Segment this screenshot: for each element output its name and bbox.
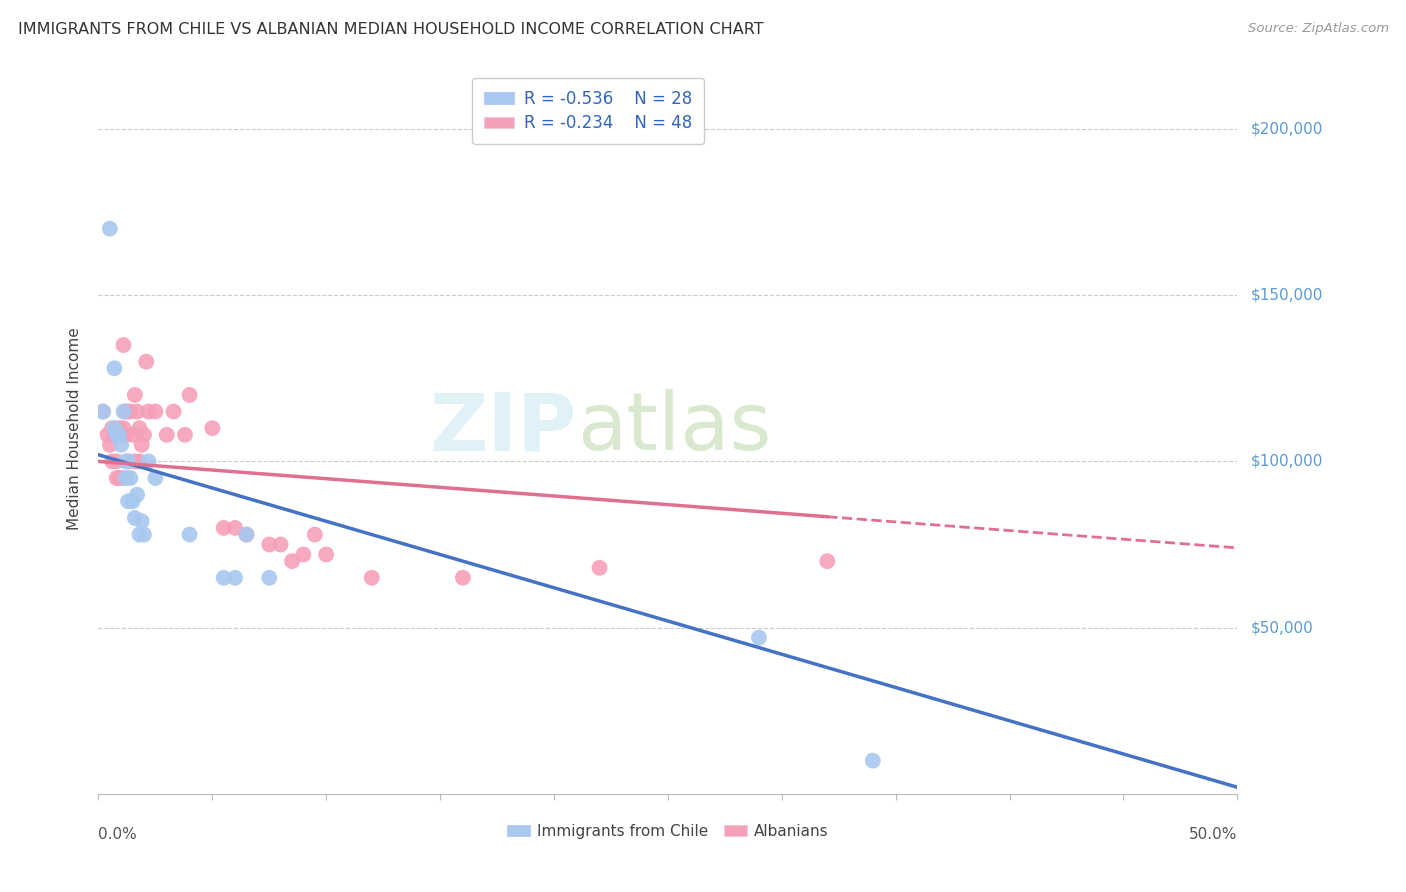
Point (114, 427, 136, 442)
Point (110, 427, 132, 442)
Point (103, 361, 125, 376)
Point (259, 537, 281, 551)
Point (91, 404, 114, 418)
Point (101, 454, 124, 468)
Text: IMMIGRANTS FROM CHILE VS ALBANIAN MEDIAN HOUSEHOLD INCOME CORRELATION CHART: IMMIGRANTS FROM CHILE VS ALBANIAN MEDIAN… (18, 22, 763, 37)
Text: $50,000: $50,000 (1251, 620, 1315, 635)
Point (145, 471, 167, 485)
Point (235, 527, 257, 541)
Point (156, 427, 179, 442)
Point (114, 454, 136, 468)
Point (270, 537, 292, 551)
Point (117, 494, 139, 508)
Point (103, 421, 125, 435)
Point (124, 511, 146, 525)
Point (131, 438, 153, 452)
Text: $100,000: $100,000 (1251, 454, 1323, 469)
Point (304, 527, 326, 541)
Text: 50.0%: 50.0% (1189, 827, 1237, 842)
Point (120, 404, 142, 418)
Point (131, 514, 153, 528)
Point (114, 471, 136, 485)
Point (114, 404, 136, 418)
Point (117, 454, 139, 468)
Point (281, 554, 304, 568)
Point (179, 388, 201, 402)
Point (201, 421, 224, 435)
Point (748, 631, 770, 645)
Text: atlas: atlas (576, 389, 770, 467)
Point (110, 471, 132, 485)
Point (121, 427, 143, 442)
Point (117, 454, 139, 468)
Point (138, 454, 160, 468)
Point (112, 338, 135, 352)
Point (98, 221, 121, 235)
Point (292, 548, 315, 562)
Point (105, 454, 128, 468)
Point (103, 427, 125, 442)
Text: $200,000: $200,000 (1251, 121, 1323, 136)
Point (117, 404, 139, 418)
Point (315, 548, 337, 562)
Point (259, 571, 281, 585)
Point (174, 427, 197, 442)
Point (121, 494, 143, 508)
Point (235, 527, 257, 541)
Text: Source: ZipAtlas.com: Source: ZipAtlas.com (1249, 22, 1389, 36)
Point (145, 404, 167, 418)
Point (91, 404, 114, 418)
Point (110, 438, 132, 452)
Y-axis label: Median Household Income: Median Household Income (67, 326, 83, 530)
Point (105, 427, 128, 442)
Point (138, 404, 160, 418)
Point (98, 438, 121, 452)
Point (127, 488, 149, 502)
Point (108, 427, 131, 442)
Text: ZIP: ZIP (429, 389, 576, 467)
Text: 0.0%: 0.0% (98, 827, 138, 842)
Text: $150,000: $150,000 (1251, 288, 1323, 302)
Point (112, 421, 135, 435)
Point (224, 571, 246, 585)
Point (96, 427, 118, 442)
Point (179, 527, 201, 541)
Point (128, 421, 150, 435)
Point (224, 521, 246, 535)
Point (162, 404, 184, 418)
Point (124, 388, 146, 402)
Point (112, 404, 135, 418)
Point (132, 427, 155, 442)
Point (108, 471, 131, 485)
Point (101, 421, 124, 435)
Point (128, 527, 150, 541)
Point (212, 521, 235, 535)
Point (108, 421, 131, 435)
Point (451, 571, 474, 585)
Point (862, 754, 884, 768)
Point (135, 354, 157, 368)
Point (127, 404, 149, 418)
Point (128, 454, 150, 468)
Point (360, 571, 382, 585)
Legend: Immigrants from Chile, Albanians: Immigrants from Chile, Albanians (501, 818, 835, 845)
Point (132, 527, 155, 541)
Point (815, 554, 838, 568)
Point (212, 571, 235, 585)
Point (105, 471, 128, 485)
Point (588, 561, 610, 575)
Point (124, 454, 146, 468)
Point (120, 471, 142, 485)
